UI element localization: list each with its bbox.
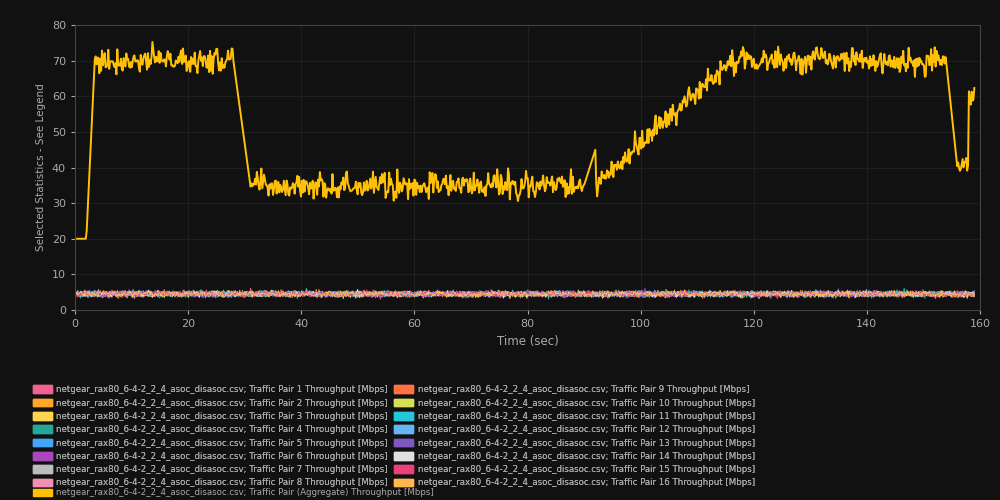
Legend: netgear_rax80_6-4-2_2_4_asoc_disasoc.csv; Traffic Pair (Aggregate) Throughput [M: netgear_rax80_6-4-2_2_4_asoc_disasoc.csv… [30, 486, 436, 500]
Y-axis label: Selected Statistics - See Legend: Selected Statistics - See Legend [36, 84, 46, 251]
Legend: netgear_rax80_6-4-2_2_4_asoc_disasoc.csv; Traffic Pair 1 Throughput [Mbps], netg: netgear_rax80_6-4-2_2_4_asoc_disasoc.csv… [30, 382, 757, 490]
X-axis label: Time (sec): Time (sec) [497, 334, 558, 347]
